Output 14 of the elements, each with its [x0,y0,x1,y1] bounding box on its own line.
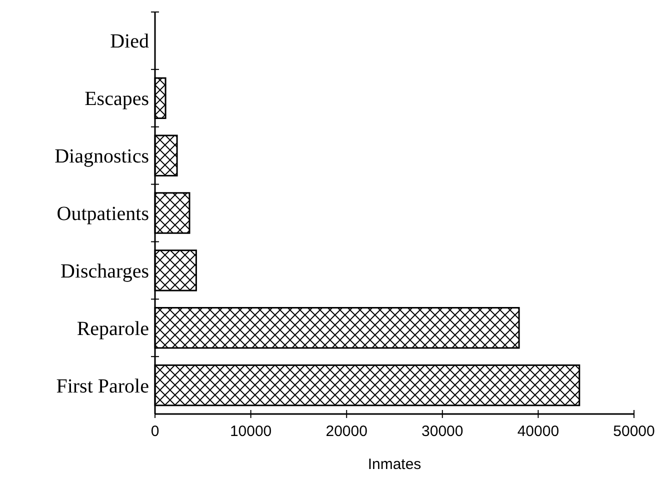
x-tick-label: 10000 [230,423,272,440]
x-tick-label: 50000 [613,423,655,440]
y-tick-label: Reparole [76,318,150,340]
x-tick-label: 40000 [517,423,560,440]
y-tick-label: First Parole [56,375,150,398]
y-tick-label: Discharges [60,260,150,282]
y-tick-label: Died [110,30,149,53]
y-tick-label: Diagnostics [54,146,150,168]
x-tick-label: 20000 [326,423,368,440]
y-tick-label: Outpatients [56,203,150,225]
x-tick-label: 30000 [422,423,464,440]
y-tick-label: Escapes [84,88,150,110]
x-tick-label: 0 [150,423,160,440]
x-axis-title: Inmates [368,456,422,473]
